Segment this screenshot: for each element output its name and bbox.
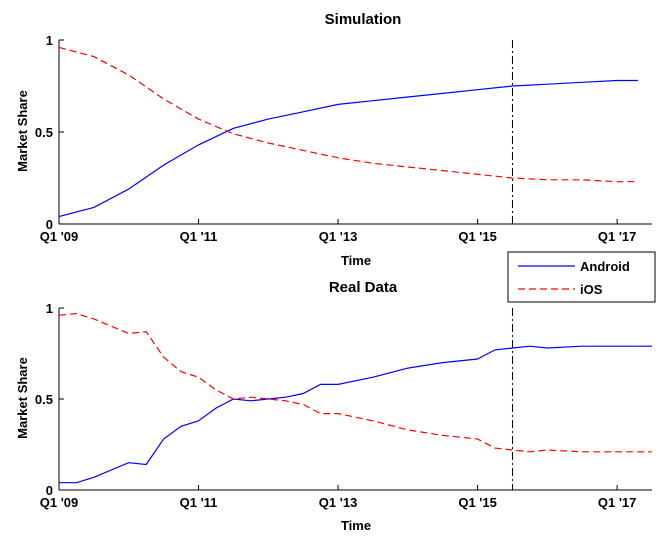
x-tick-label: Q1 '09 <box>40 229 79 244</box>
x-tick-label: Q1 '09 <box>40 495 79 510</box>
y-tick-label: 1 <box>46 301 53 316</box>
y-axis-label: Market Share <box>15 90 30 172</box>
y-tick-label: 1 <box>46 33 53 48</box>
y-tick-label: 0 <box>46 483 53 498</box>
real-data-chart: Real Data Q1 '09 Q1 '11 Q1 '13 Q1 '15 Q1 '17… <box>15 279 652 533</box>
x-axis-label: Time <box>341 518 371 533</box>
series-line-android <box>59 345 652 484</box>
y-tick-label: 0.5 <box>35 392 53 407</box>
series-line-android <box>58 79 638 218</box>
y-tick-label: 0 <box>46 217 53 232</box>
x-tick-label: Q1 '15 <box>458 229 497 244</box>
y-axis-label: Market Share <box>15 357 30 439</box>
x-tick-label: Q1 '11 <box>180 229 218 244</box>
x-tick-label: Q1 '17 <box>598 229 637 244</box>
x-tick-label: Q1 '17 <box>598 495 637 510</box>
x-axis-label: Time <box>341 253 371 268</box>
simulation-chart: Simulation Q1 '09 Q1 '11 Q1 '13 Q1 '15 Q1 '1… <box>15 11 652 268</box>
legend-box <box>507 251 656 303</box>
plot-area: Q1 '09 Q1 '11 Q1 '13 Q1 '15 Q1 '17 0 0.5 1 <box>35 33 652 244</box>
x-tick-label: Q1 '13 <box>319 495 358 510</box>
chart-title: Real Data <box>329 279 398 296</box>
legend-label-ios: iOS <box>580 282 603 297</box>
x-tick-label: Q1 '13 <box>319 229 358 244</box>
x-tick-label: Q1 '11 <box>180 495 218 510</box>
y-tick-label: 0.5 <box>35 125 53 140</box>
legend: Android iOS <box>507 251 656 303</box>
chart-title: Simulation <box>325 11 402 28</box>
series-line-ios <box>58 312 652 453</box>
series-line-ios <box>58 46 638 183</box>
legend-label-android: Android <box>580 259 630 274</box>
x-tick-label: Q1 '15 <box>458 495 497 510</box>
plot-area: Q1 '09 Q1 '11 Q1 '13 Q1 '15 Q1 '17 0 0.5 1 <box>35 301 652 510</box>
